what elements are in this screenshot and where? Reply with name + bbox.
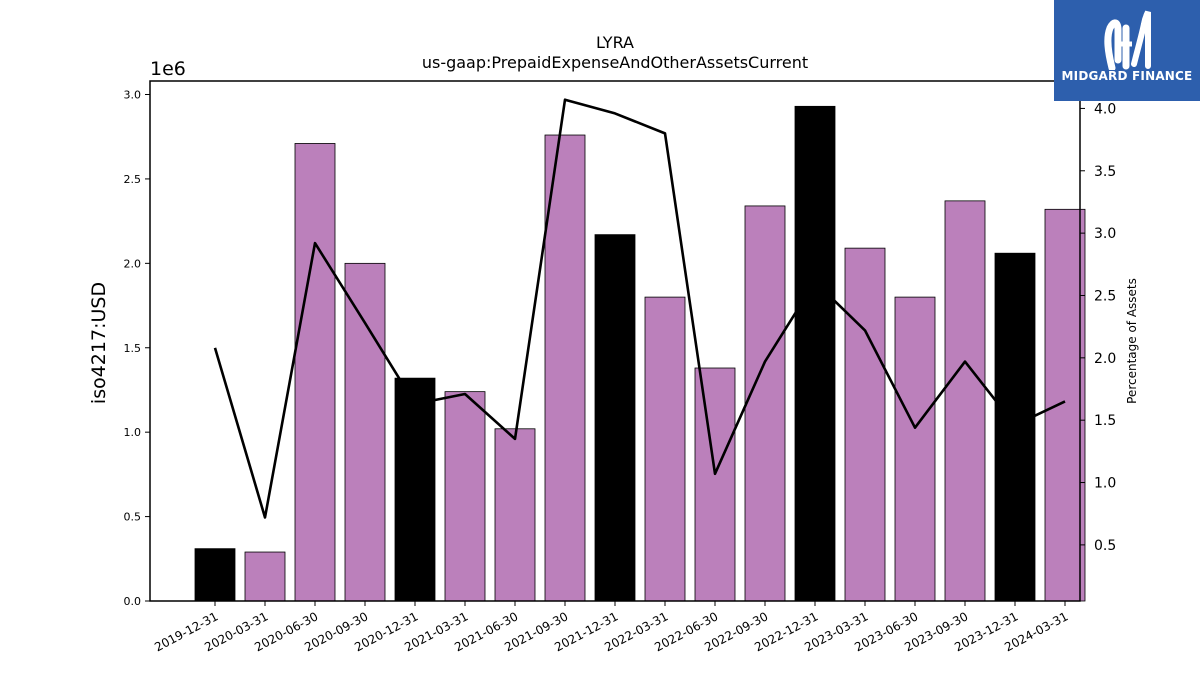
bar-2023-06-30 — [894, 296, 936, 602]
bar-2022-12-31 — [794, 105, 836, 602]
y2-tick-label: 1.5 — [1094, 413, 1116, 429]
y2-tick-label: 3.5 — [1094, 164, 1116, 180]
bar-2021-12-31 — [594, 234, 636, 602]
bar-2022-03-31 — [644, 296, 686, 602]
y-tick-label: 2.5 — [124, 173, 142, 186]
y-tick-label: 3.0 — [124, 89, 142, 102]
bar-2021-09-30 — [544, 134, 586, 602]
y2-axis-label: Percentage of Assets — [1125, 278, 1139, 404]
bar-2020-06-30 — [294, 143, 336, 602]
bar-2021-03-31 — [444, 391, 486, 602]
series-line-percentage-of-assets — [213, 98, 1066, 519]
logo-text: MIDGARD FINANCE — [1061, 69, 1193, 83]
chart-title: LYRA — [596, 33, 634, 52]
y-offset-label: 1e6 — [150, 58, 186, 80]
bar-2019-12-31 — [194, 548, 236, 602]
bar-2023-03-31 — [844, 247, 886, 602]
chart-subtitle: us-gaap:PrepaidExpenseAndOtherAssetsCurr… — [422, 53, 808, 72]
bar-2020-09-30 — [344, 262, 386, 602]
y2-tick-label: 4.0 — [1094, 101, 1116, 117]
y-tick-label: 1.0 — [124, 426, 142, 439]
y-axis-label: iso4217:USD — [88, 282, 110, 404]
bar-2023-09-30 — [944, 200, 986, 602]
bar-2020-03-31 — [244, 551, 286, 602]
y-tick-label: 1.5 — [124, 342, 142, 355]
line-group — [213, 98, 1066, 519]
y-tick-label: 0.0 — [124, 595, 142, 608]
y2-tick-label: 2.0 — [1094, 351, 1116, 367]
y2-tick-label: 0.5 — [1094, 538, 1116, 554]
bar-2020-12-31 — [394, 377, 436, 602]
y2-tick-label: 2.5 — [1094, 288, 1116, 304]
bar-2021-06-30 — [494, 428, 536, 602]
bar-2023-12-31 — [994, 252, 1036, 602]
logo-mark-icon — [1104, 10, 1151, 70]
logo: MIDGARD FINANCE — [1054, 0, 1200, 101]
bar-2022-09-30 — [744, 205, 786, 602]
bar-2022-06-30 — [694, 367, 736, 602]
y2-tick-label: 3.0 — [1094, 226, 1116, 242]
y-tick-label: 0.5 — [124, 511, 142, 524]
y2-tick-label: 1.0 — [1094, 476, 1116, 492]
y-tick-label: 2.0 — [124, 257, 142, 270]
bar-2024-03-31 — [1044, 208, 1086, 602]
bars-group — [194, 105, 1086, 602]
